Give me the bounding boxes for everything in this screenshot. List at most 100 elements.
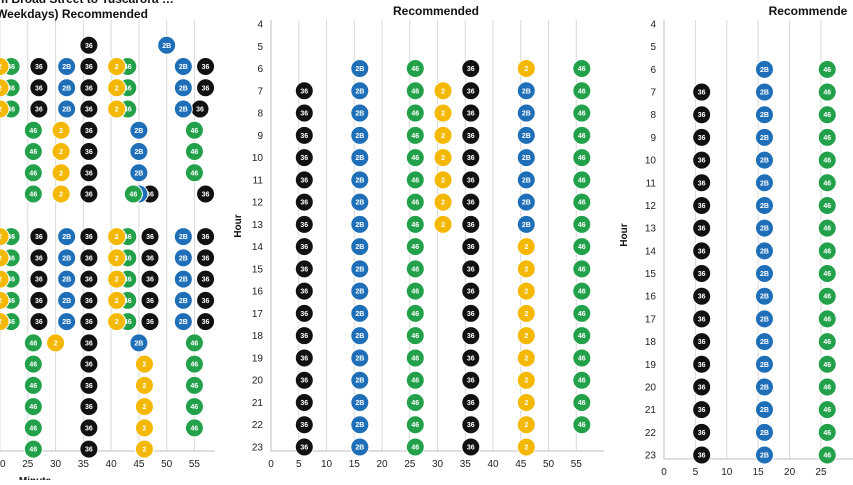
marker-label: 36 xyxy=(202,234,210,241)
marker-circle xyxy=(405,214,425,234)
marker-label: 36 xyxy=(467,289,475,296)
marker-circle xyxy=(754,59,774,79)
bus-marker-46: 46 xyxy=(405,348,425,368)
marker-label: 36 xyxy=(85,383,93,390)
marker-circle xyxy=(817,82,837,102)
bus-marker-28: 2B xyxy=(754,241,774,261)
marker-circle xyxy=(51,142,71,162)
marker-label: 36 xyxy=(698,271,706,278)
marker-label: 46 xyxy=(29,447,37,454)
bus-marker-46: 46 xyxy=(817,445,837,465)
bus-marker-36: 36 xyxy=(294,214,314,234)
marker-label: 36 xyxy=(300,422,308,429)
marker-label: 46 xyxy=(411,66,419,73)
marker-label: 46 xyxy=(411,266,419,273)
x-tick-label: 45 xyxy=(133,459,145,470)
marker-circle xyxy=(140,227,160,247)
y-tick-label: 16 xyxy=(252,287,264,298)
marker-circle xyxy=(107,248,127,268)
bus-marker-2: 2 xyxy=(107,290,127,310)
y-tick-label: 11 xyxy=(646,178,657,189)
y-tick-label: 18 xyxy=(645,337,657,348)
bus-marker-2: 2 xyxy=(0,99,10,119)
marker-label: 2B xyxy=(62,277,71,284)
y-tick-label: 15 xyxy=(645,269,657,280)
bus-marker-28: 2B xyxy=(516,148,536,168)
marker-label: 46 xyxy=(7,277,15,284)
bus-marker-28: 2B xyxy=(754,377,774,397)
bus-marker-28: 2B xyxy=(350,81,370,101)
bus-marker-36: 36 xyxy=(461,192,481,212)
bus-marker-28: 2B xyxy=(754,286,774,306)
marker-circle xyxy=(516,192,536,212)
bus-marker-28: 2B xyxy=(754,82,774,102)
bus-marker-36: 36 xyxy=(461,103,481,123)
bus-marker-46: 46 xyxy=(23,375,43,395)
bus-marker-28: 2B xyxy=(754,127,774,147)
marker-label: 46 xyxy=(124,85,132,92)
bus-marker-36: 36 xyxy=(294,125,314,145)
marker-label: 36 xyxy=(85,277,93,284)
marker-circle xyxy=(572,125,592,145)
y-tick-label: 13 xyxy=(252,220,264,231)
marker-label: 46 xyxy=(124,319,132,326)
bus-marker-46: 46 xyxy=(405,326,425,346)
marker-circle xyxy=(692,150,712,170)
marker-label: 2 xyxy=(115,277,119,284)
bus-marker-36: 36 xyxy=(692,173,712,193)
marker-circle xyxy=(692,218,712,238)
bus-marker-36: 36 xyxy=(692,195,712,215)
marker-label: 36 xyxy=(698,90,706,97)
marker-circle xyxy=(107,312,127,332)
marker-circle xyxy=(692,105,712,125)
marker-label: 46 xyxy=(411,200,419,207)
bus-marker-36: 36 xyxy=(692,150,712,170)
marker-label: 2B xyxy=(355,289,364,296)
bus-marker-2: 2 xyxy=(516,392,536,412)
bus-marker-46: 46 xyxy=(817,173,837,193)
marker-circle xyxy=(23,397,43,417)
bus-marker-28: 2B xyxy=(350,437,370,457)
bus-marker-46: 46 xyxy=(23,418,43,438)
marker-label: 2B xyxy=(134,149,143,156)
marker-label: 46 xyxy=(29,362,37,369)
marker-label: 36 xyxy=(85,404,93,411)
marker-label: 36 xyxy=(35,107,43,114)
y-tick-label: 15 xyxy=(252,264,264,275)
bus-marker-36: 36 xyxy=(79,35,99,55)
marker-circle xyxy=(23,142,43,162)
marker-circle xyxy=(51,163,71,183)
bus-marker-46: 46 xyxy=(572,348,592,368)
bus-marker-36: 36 xyxy=(196,78,216,98)
y-tick-label: 20 xyxy=(645,382,657,393)
marker-label: 2B xyxy=(355,333,364,340)
x-tick-label: 20 xyxy=(376,459,388,470)
x-tick-label: 55 xyxy=(571,459,583,470)
marker-label: 2 xyxy=(0,85,2,92)
x-tick-label: 25 xyxy=(22,459,34,470)
marker-label: 2B xyxy=(760,135,769,142)
marker-circle xyxy=(817,264,837,284)
y-tick-label: 10 xyxy=(645,156,657,167)
marker-circle xyxy=(350,415,370,435)
marker-label: 2 xyxy=(0,234,2,241)
x-tick-label: 20 xyxy=(0,459,6,470)
marker-circle xyxy=(754,354,774,374)
marker-label: 36 xyxy=(698,316,706,323)
marker-label: 2 xyxy=(54,340,58,347)
bus-marker-36: 36 xyxy=(196,184,216,204)
bus-marker-36: 36 xyxy=(29,99,49,119)
marker-circle xyxy=(572,348,592,368)
marker-label: 36 xyxy=(467,400,475,407)
marker-circle xyxy=(817,400,837,420)
y-tick-label: 14 xyxy=(645,246,657,257)
bus-marker-36: 36 xyxy=(461,392,481,412)
marker-circle xyxy=(405,326,425,346)
marker-label: 46 xyxy=(7,298,15,305)
bus-marker-36: 36 xyxy=(461,237,481,257)
marker-circle xyxy=(0,269,10,289)
y-tick-label: 18 xyxy=(252,331,264,342)
marker-label: 2B xyxy=(760,430,769,437)
marker-circle xyxy=(754,241,774,261)
marker-circle xyxy=(294,281,314,301)
